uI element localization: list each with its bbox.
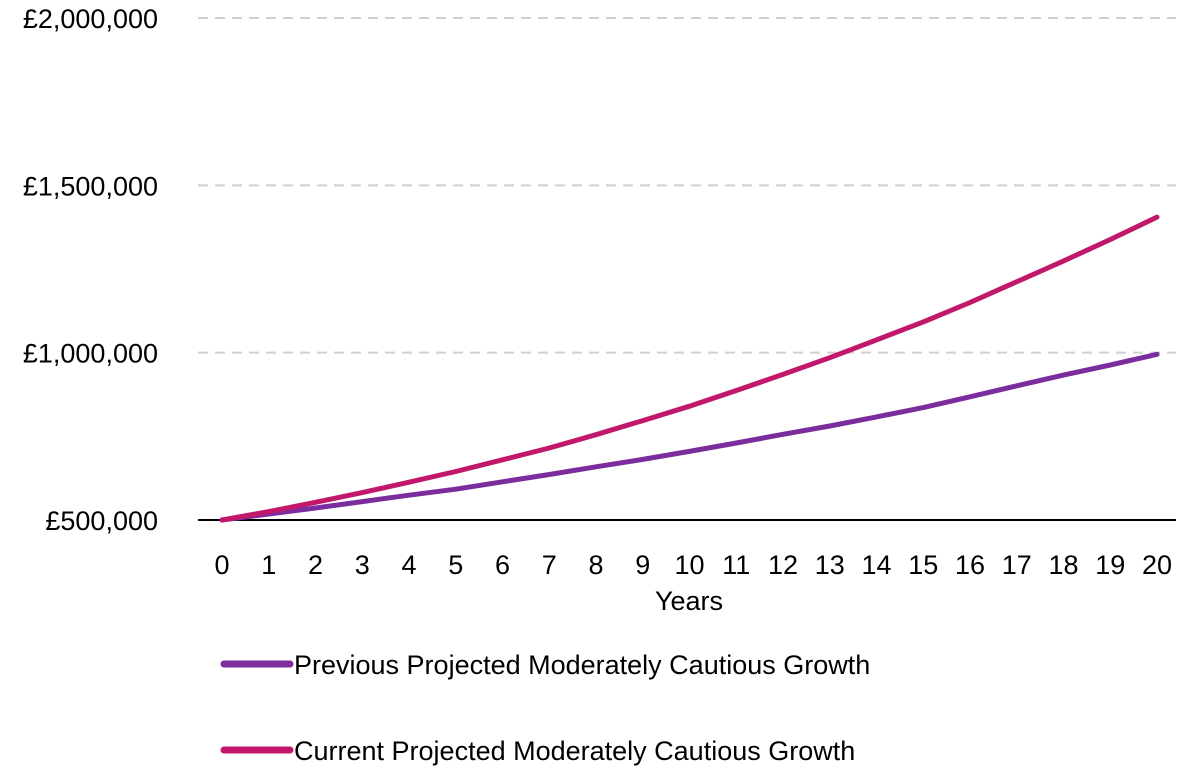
x-tick-label: 1: [261, 550, 276, 580]
y-tick-label: £2,000,000: [23, 4, 158, 34]
x-tick-label: 4: [401, 550, 416, 580]
x-tick-label: 14: [861, 550, 891, 580]
y-axis-tick-labels: £500,000 £1,000,000 £1,500,000 £2,000,000: [23, 4, 158, 536]
x-tick-label: 17: [1002, 550, 1032, 580]
gridlines: [198, 17, 1176, 354]
x-tick-label: 16: [955, 550, 985, 580]
x-tick-label: 15: [908, 550, 938, 580]
x-tick-label: 18: [1048, 550, 1078, 580]
x-axis-tick-labels: 0 1 2 3 4 5 6 7 8 9 10 11 12 13 14 15 16 17 18 19 20: [214, 550, 1172, 580]
x-tick-label: 20: [1142, 550, 1172, 580]
x-tick-label: 7: [542, 550, 557, 580]
x-tick-label: 13: [815, 550, 845, 580]
x-tick-label: 0: [214, 550, 229, 580]
x-axis-title: Years: [655, 586, 723, 616]
x-tick-label: 3: [355, 550, 370, 580]
x-tick-label: 2: [308, 550, 323, 580]
legend-label-previous-growth: Previous Projected Moderately Cautious G…: [294, 650, 870, 680]
x-tick-label: 12: [768, 550, 798, 580]
series-lines: [219, 214, 1160, 523]
x-tick-label: 8: [588, 550, 603, 580]
series-line-current-growth: [219, 214, 1160, 523]
x-tick-label: 9: [635, 550, 650, 580]
y-tick-label: £500,000: [45, 506, 158, 536]
x-tick-label: 6: [495, 550, 510, 580]
y-tick-label: £1,000,000: [23, 339, 158, 369]
x-tick-label: 19: [1095, 550, 1125, 580]
x-tick-label: 10: [674, 550, 704, 580]
y-tick-label: £1,500,000: [23, 171, 158, 201]
x-tick-label: 5: [448, 550, 463, 580]
x-tick-label: 11: [722, 550, 750, 580]
legend: Previous Projected Moderately Cautious G…: [220, 650, 870, 766]
series-line-previous-growth: [219, 351, 1160, 523]
legend-label-current-growth: Current Projected Moderately Cautious Gr…: [294, 736, 855, 766]
